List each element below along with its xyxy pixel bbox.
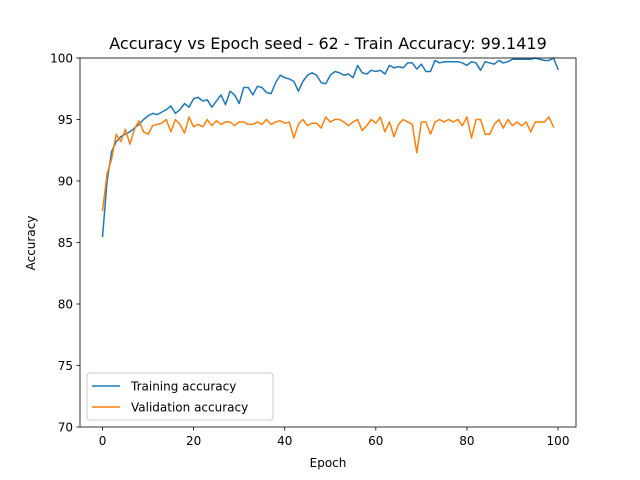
- y-tick-label: 95: [58, 113, 73, 127]
- x-tick-label: 40: [277, 434, 292, 448]
- plot-area: 0 20 40 60 80 100 70 75 80 85 90 95 100: [50, 52, 577, 448]
- y-tick-label: 90: [58, 175, 73, 189]
- series-line-training: [101, 57, 559, 238]
- y-tick-label: 100: [50, 52, 73, 66]
- x-tick-label: 80: [459, 434, 474, 448]
- x-tick-label: 0: [99, 434, 107, 448]
- legend-label-validation: Validation accuracy: [131, 401, 248, 415]
- y-tick-label: 85: [58, 236, 73, 250]
- x-tick-label: 100: [547, 434, 570, 448]
- x-axis-label: Epoch: [310, 456, 347, 470]
- chart-title: Accuracy vs Epoch seed - 62 - Train Accu…: [109, 34, 547, 53]
- series-line-validation: [101, 116, 555, 212]
- y-tick-label: 70: [58, 421, 73, 435]
- legend-box: [86, 372, 274, 421]
- legend: Training accuracy Validation accuracy: [86, 372, 274, 421]
- y-axis-label: Accuracy: [24, 216, 38, 271]
- legend-label-training: Training accuracy: [130, 380, 236, 394]
- x-tick-label: 20: [186, 434, 201, 448]
- x-tick-label: 60: [368, 434, 383, 448]
- y-tick-label: 75: [58, 359, 73, 373]
- y-tick-label: 80: [58, 298, 73, 312]
